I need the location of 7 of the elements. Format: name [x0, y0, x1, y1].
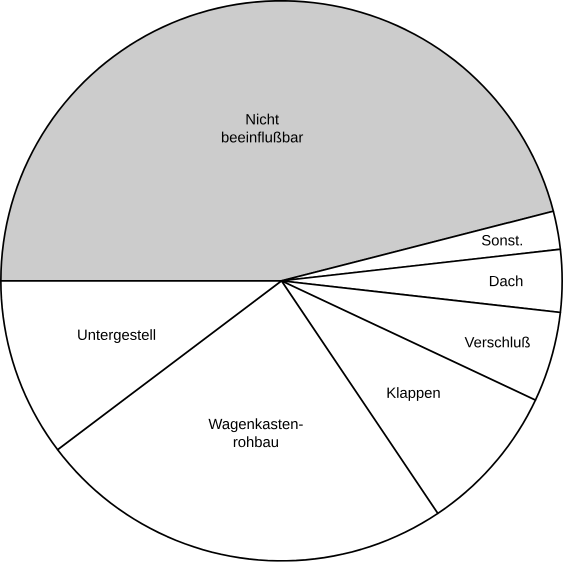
slice-label: Untergestell	[78, 329, 156, 344]
slice-label: Wagenkasten-rohbau	[208, 418, 303, 448]
slice-label: Sonst.	[482, 235, 522, 246]
slice-label: Verschluß	[464, 336, 530, 348]
slice-label: Dach	[490, 276, 522, 286]
slice-label: Klappen	[387, 387, 440, 402]
slice-label: Nicht beeinflußbar	[222, 114, 304, 143]
